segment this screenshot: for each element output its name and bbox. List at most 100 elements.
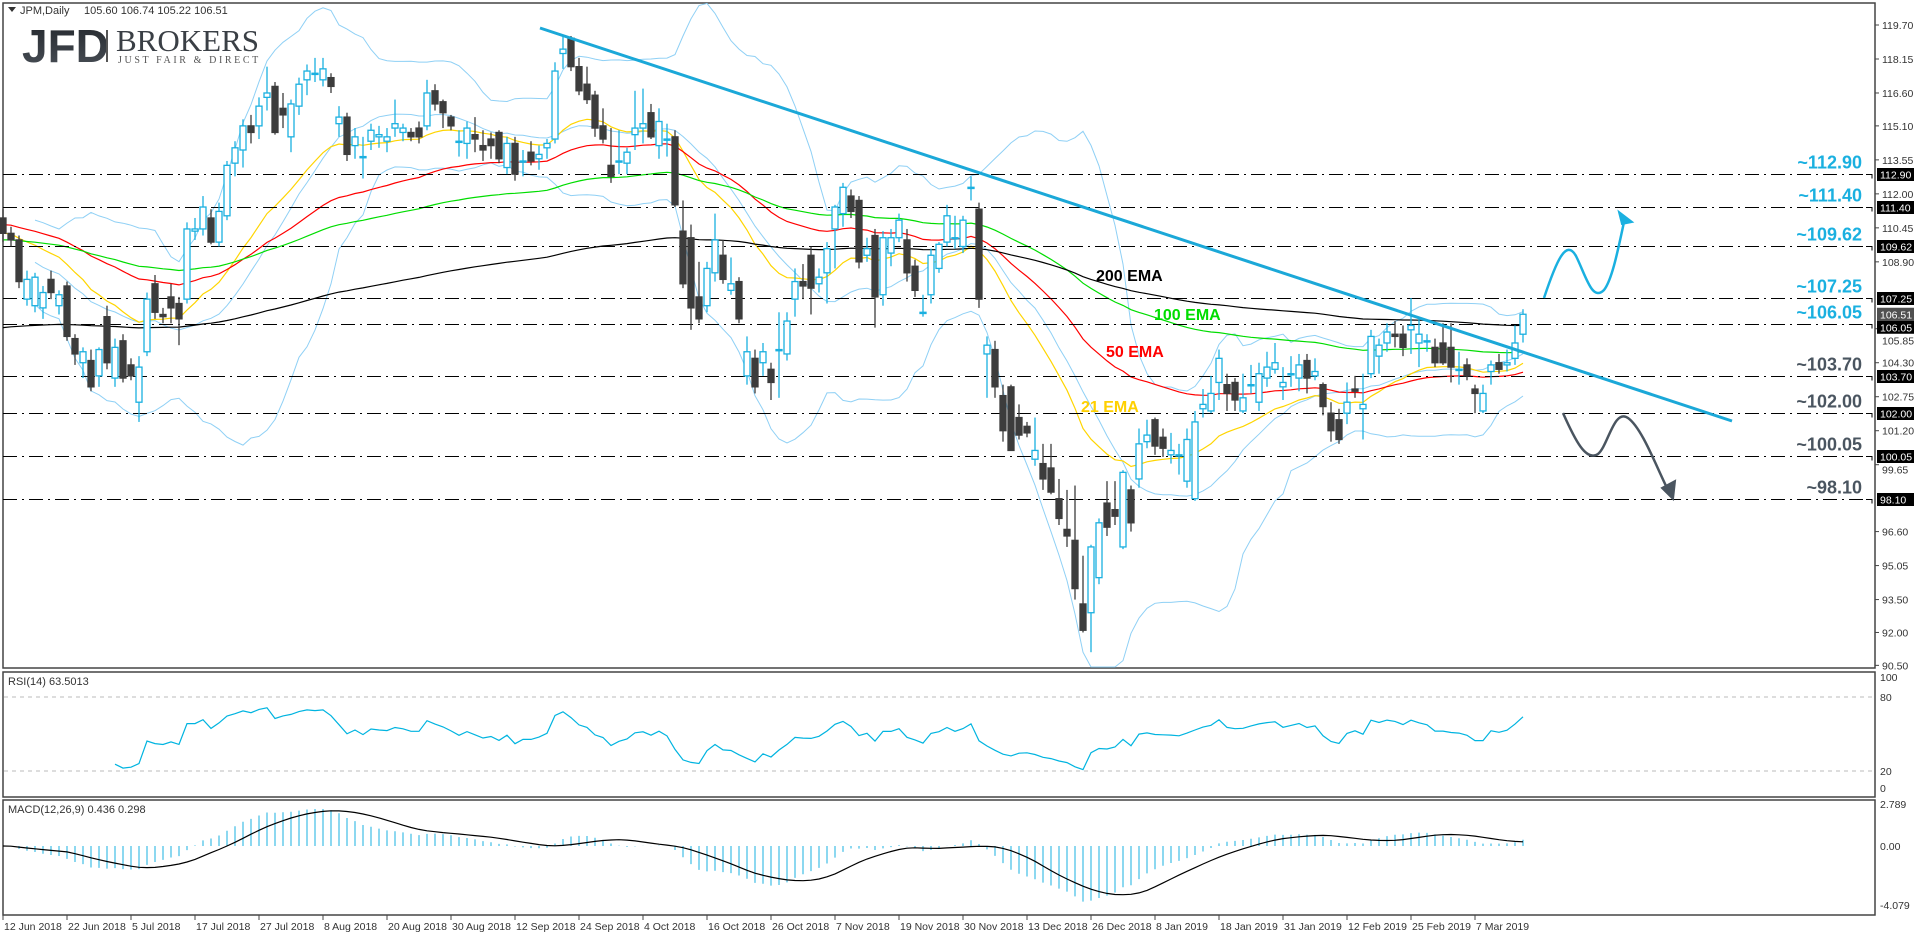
candle-body [1215,357,1223,384]
candle-body [447,116,455,127]
candle-body [991,348,999,388]
ohlc-readout: 105.60 106.74 105.22 106.51 [84,5,228,17]
candle-body [1487,364,1495,373]
candle-body [567,37,575,68]
candle-body [583,83,591,101]
candle-body [887,237,895,254]
bearish-candle [735,277,743,324]
bearish-candle [271,82,279,135]
bearish-candle [671,130,679,208]
current-price-value: 106.51 [1880,309,1912,321]
date-tick-label: 20 Aug 2018 [388,921,447,933]
bearish-candle [247,114,255,144]
candle-body [903,239,911,274]
bullish-candle [1247,364,1255,394]
price-tick-label: 92.00 [1882,627,1908,639]
macd-panel[interactable] [2,799,1876,916]
candle-body [1063,528,1071,537]
bullish-candle [543,139,551,159]
candle-body [719,254,727,281]
candle-body [159,313,167,318]
bullish-candle [1343,382,1351,425]
price-panel[interactable] [2,2,1876,669]
bearish-candle [327,73,335,93]
trendline-group [539,26,1733,423]
candle-body [351,136,359,147]
bullish-candle [1239,373,1247,414]
bearish-candle [855,196,863,269]
candle-body [1279,381,1287,388]
candle-body [1255,373,1263,403]
bearish-candle [1231,378,1239,411]
candle-body [967,186,975,190]
candle-body [983,344,991,355]
arrow-up-head-icon [1617,209,1635,226]
bullish-candle [335,106,343,137]
bearish-candle [439,99,447,129]
date-tick-label: 12 Jun 2018 [4,921,62,933]
candle-body [143,298,151,353]
date-tick-label: 30 Aug 2018 [452,921,511,933]
level-annotation: ~112.90 [1797,153,1862,173]
level-price-box [1877,493,1914,506]
candle-body [1087,546,1095,614]
bullish-candle [391,99,399,137]
rsi-tick-label: 80 [1880,692,1892,704]
candle-body [879,237,887,296]
bullish-candle [303,64,311,96]
bearish-candle [1327,402,1335,442]
bearish-candle [975,202,983,308]
bearish-candle [991,340,999,398]
candle-body [23,278,31,300]
bearish-candle [0,209,7,243]
bearish-candle [911,259,919,297]
bullish-candle [967,176,975,201]
bullish-candle [839,182,847,227]
bearish-candle [87,349,95,392]
candle-body [823,248,831,274]
bullish-candle [183,222,191,304]
bearish-candle [1103,481,1111,536]
bullish-candle [1487,360,1495,385]
date-tick-label: 19 Nov 2018 [900,921,960,933]
price-tick-label: 99.65 [1882,465,1908,477]
bearish-candle [47,270,55,300]
bearish-candle [767,362,775,401]
logo-mark: JFD [22,20,109,72]
candle-body [575,66,583,92]
candle-body [31,276,39,307]
bullish-candle [1199,389,1207,418]
bullish-candle [1311,358,1319,381]
bullish-candle [1191,410,1199,501]
macd-title: MACD(12,26,9) 0.436 0.298 [8,804,146,816]
bearish-candle [71,334,79,365]
bullish-candle [655,108,663,159]
bearish-candle [279,92,287,129]
candle-body [631,127,639,136]
level-price-box [1877,407,1914,420]
candle-body [1095,522,1103,579]
bullish-candle [551,62,559,144]
macd-indicator: 2.789 0.00 -4.079 [2,799,1910,912]
rsi-panel[interactable] [2,671,1876,798]
bearish-candle [1431,338,1439,368]
level-price-value: 103.70 [1880,372,1912,384]
candle-body [7,232,15,241]
candle-body [1183,438,1191,482]
bearish-candle [407,128,415,142]
candle-body [1303,359,1311,379]
candle-body [1471,388,1479,395]
price-tick-label: 101.20 [1882,426,1914,438]
candle-body [271,85,279,134]
bullish-candle [887,228,895,267]
collapse-triangle-icon[interactable] [8,7,16,12]
bearish-candle [1015,404,1023,440]
bollinger-lower [34,162,1524,668]
bullish-candle [759,342,767,376]
horizontal-levels: ~112.90 ~111.40 ~109.62 ~107.25 ~106.05 ~103.… [3,153,1873,504]
bullish-candle [135,356,143,422]
bearish-candle [1023,421,1031,438]
arrow-down-head-icon [1660,479,1677,502]
